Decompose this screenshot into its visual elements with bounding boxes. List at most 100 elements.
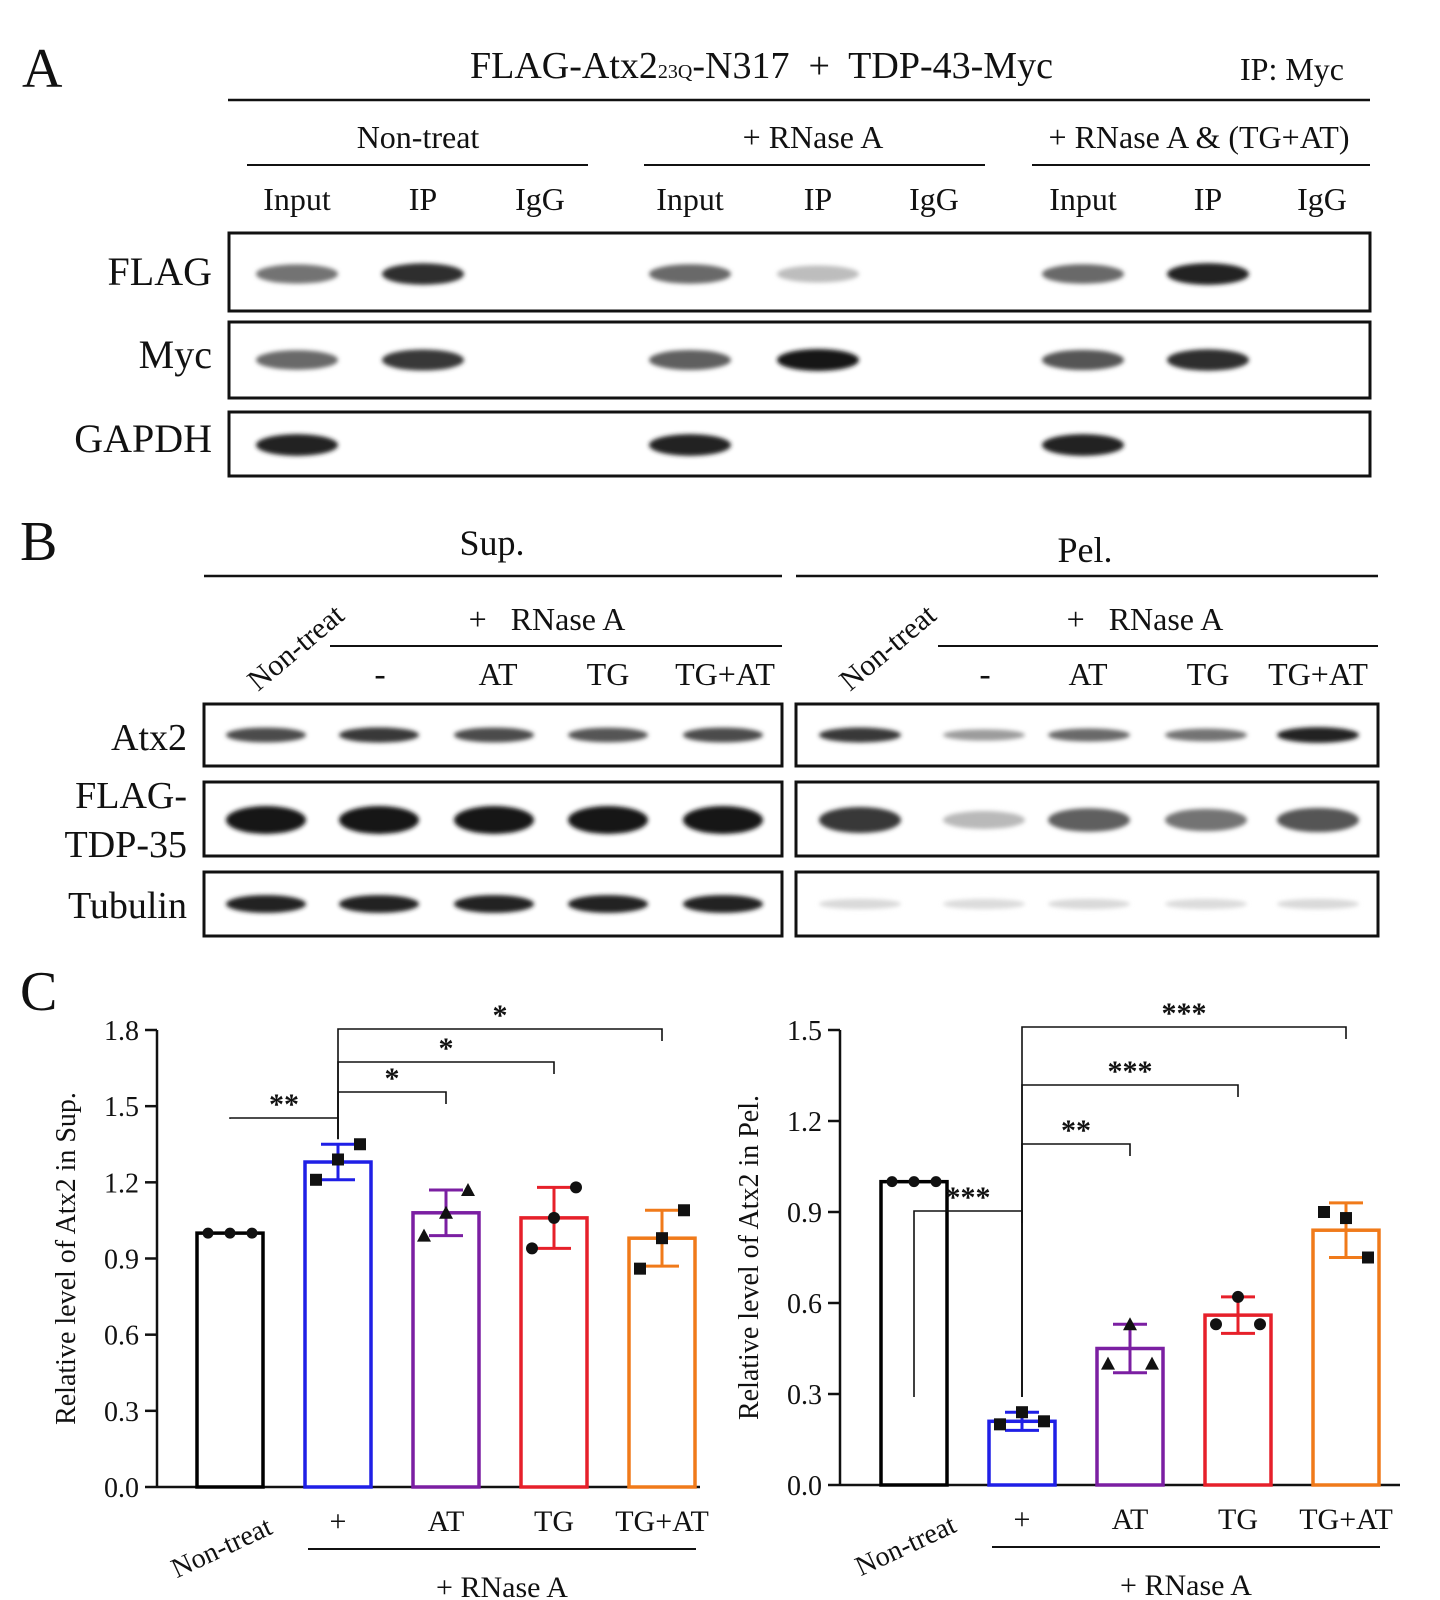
group-label: + RNase A	[436, 1571, 568, 1600]
y-tick-label: 0.6	[787, 1289, 822, 1320]
group-label: + RNase A	[1120, 1569, 1252, 1600]
data-point	[1123, 1317, 1137, 1331]
panel-b: B Sup. Pel. Non-treat + RNase A - AT TG …	[20, 511, 1380, 938]
blot-sup-frame-tubulin	[202, 870, 784, 938]
sup-lane-label: AT	[478, 656, 518, 692]
band	[1048, 898, 1130, 910]
sup-nontreat-label: Non-treat	[241, 598, 351, 698]
data-point	[1101, 1356, 1115, 1370]
data-point	[1016, 1406, 1028, 1419]
bar	[195, 1231, 265, 1489]
lane-label: Input	[1049, 181, 1117, 217]
band	[256, 264, 338, 284]
x-tick-label: TG+AT	[615, 1505, 709, 1538]
data-point	[224, 1227, 236, 1239]
panel-b-letter: B	[20, 511, 57, 573]
group-label-rnase-tgat: + RNase A & (TG+AT)	[1049, 119, 1350, 155]
y-tick-label: 1.5	[787, 1016, 822, 1047]
data-point	[310, 1173, 322, 1186]
data-point	[1145, 1356, 1159, 1370]
y-tick-label: 0.0	[787, 1471, 822, 1502]
band	[1165, 898, 1247, 910]
panel-a-title-post: -N317 + TDP-43-Myc	[692, 45, 1053, 87]
lane-label: IgG	[1297, 181, 1347, 217]
band	[1165, 728, 1247, 742]
lane-label: Input	[656, 181, 724, 217]
band	[454, 806, 534, 834]
y-tick-label: 0.6	[104, 1321, 139, 1352]
pel-lane-label: -	[979, 656, 990, 693]
blot-pel-frame-tubulin	[794, 870, 1380, 938]
pel-lane-label: AT	[1068, 656, 1108, 692]
sup-lane-label: TG	[587, 656, 630, 692]
blot-pel-frame-tdp35	[794, 780, 1380, 858]
band	[649, 434, 731, 456]
bar	[411, 1211, 481, 1489]
band	[943, 729, 1025, 741]
significance-label: ***	[946, 1181, 991, 1214]
lane-label: Input	[263, 181, 331, 217]
chart-pel: 0.0 0.3 0.6 0.9 1.2 1.5 Relative level of Atx2…	[734, 997, 1400, 1600]
x-tick-label: TG+AT	[1299, 1503, 1393, 1536]
significance-bracket	[913, 1210, 1023, 1398]
band	[1167, 263, 1249, 285]
data-point	[1318, 1206, 1330, 1218]
bar	[1311, 1228, 1381, 1487]
band	[1042, 349, 1124, 371]
band	[382, 349, 464, 371]
data-point	[1210, 1318, 1222, 1331]
band	[568, 895, 648, 913]
data-point	[886, 1176, 898, 1188]
pel-rnase-label: + RNase A	[1067, 601, 1224, 637]
significance-label: *	[439, 1032, 454, 1065]
x-tick-label: +	[1014, 1503, 1031, 1536]
sup-label: Sup.	[459, 523, 524, 563]
significance-label: **	[1061, 1114, 1091, 1147]
band	[568, 727, 648, 743]
band	[649, 350, 731, 370]
data-point	[1254, 1318, 1266, 1331]
significance-label: ***	[1108, 1055, 1153, 1088]
blot-a-bands-myc	[256, 349, 1249, 371]
band	[943, 898, 1025, 910]
band	[1277, 898, 1359, 910]
band	[226, 895, 306, 913]
blot-a-bands-gapdh	[256, 434, 1124, 456]
blot-a-frame-myc	[227, 320, 1372, 400]
band	[454, 727, 534, 743]
band	[256, 350, 338, 370]
panel-c-letter: C	[20, 961, 57, 1023]
data-point	[930, 1176, 942, 1188]
blot-a-frame-flag	[227, 231, 1372, 313]
data-point	[526, 1242, 538, 1255]
blot-a-bands-flag	[256, 263, 1249, 285]
data-point	[634, 1262, 646, 1275]
data-point	[439, 1205, 453, 1219]
y-tick-label: 1.8	[104, 1016, 139, 1047]
panel-c: C 0.0 0.3 0.6 0.9 1.2 1.5 1.8 Relative level of…	[20, 961, 1400, 1600]
band	[1042, 264, 1124, 284]
data-point	[548, 1211, 560, 1224]
blot-sup-frame-atx2	[202, 702, 784, 768]
band	[568, 806, 648, 834]
data-point	[246, 1227, 258, 1239]
x-tick-label: AT	[1112, 1503, 1149, 1536]
data-point	[1340, 1212, 1352, 1225]
blot-a-label-flag: FLAG	[108, 249, 212, 294]
data-point	[354, 1138, 366, 1151]
band	[819, 806, 901, 834]
lane-label: IP	[804, 181, 832, 217]
band	[683, 727, 763, 743]
significance-bracket	[337, 1091, 447, 1140]
lane-label: IP	[1194, 181, 1222, 217]
band	[454, 895, 534, 913]
band	[683, 895, 763, 913]
blot-b-label-atx2: Atx2	[111, 717, 187, 759]
sup-rnase-label: + RNase A	[469, 601, 626, 637]
group-label-nontreat: Non-treat	[357, 119, 480, 155]
lane-labels: Input IP IgG Input IP IgG Input IP IgG	[263, 181, 1347, 217]
panel-a-letter: A	[22, 38, 63, 100]
bar	[1203, 1313, 1273, 1487]
band	[256, 434, 338, 456]
